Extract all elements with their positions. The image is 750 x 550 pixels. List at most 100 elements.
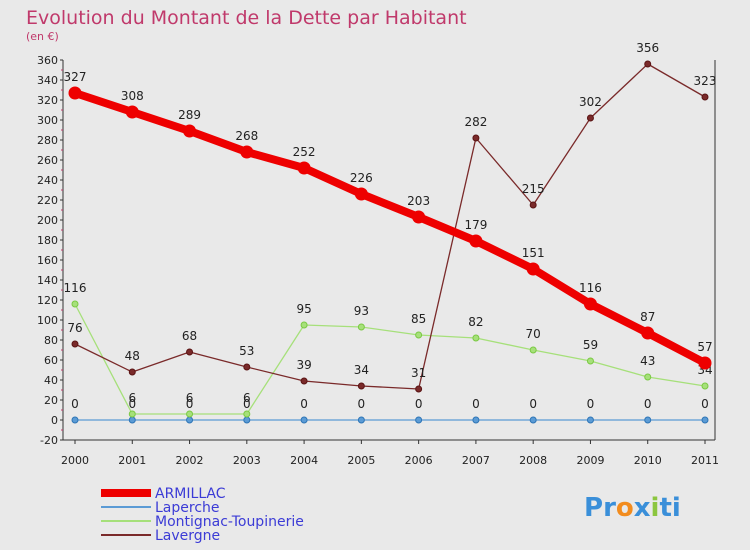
x-tick-label: 2001 xyxy=(118,454,146,467)
y-tick-label: 100 xyxy=(37,314,58,327)
series-layer: 0 0 0 0 0 0 0 0 0 0 0 0 116 6 6 6 95 93 85 82 70 59 43 34 76 48 68… xyxy=(64,41,717,424)
data-point xyxy=(698,356,712,370)
series-montignac-toupinerie: 116 6 6 6 95 93 85 82 70 59 43 34 xyxy=(64,281,713,418)
data-point xyxy=(357,416,365,424)
data-point xyxy=(243,416,251,424)
data-label: 34 xyxy=(354,363,369,377)
series-lavergne: 76 48 68 53 39 34 31 282 215 302 356 323 xyxy=(67,41,717,393)
data-label: 0 xyxy=(128,397,136,411)
x-tick-label: 2003 xyxy=(233,454,261,467)
data-label: 0 xyxy=(358,397,366,411)
y-tick-label: 240 xyxy=(37,174,58,187)
y-tick-label: 220 xyxy=(37,194,58,207)
x-tick-label: 2004 xyxy=(290,454,318,467)
y-tick-label: 140 xyxy=(37,274,58,287)
data-point xyxy=(644,60,652,68)
data-label: 179 xyxy=(464,218,487,232)
data-point xyxy=(354,187,368,201)
logo-letter: i xyxy=(651,493,660,523)
y-tick-label: 340 xyxy=(37,74,58,87)
data-label: 53 xyxy=(239,344,254,358)
data-label: 87 xyxy=(640,310,655,324)
x-tick-label: 2009 xyxy=(576,454,604,467)
logo-letter: t xyxy=(659,493,671,523)
legend-label: Laperche xyxy=(155,500,220,516)
legend-label: ARMILLAC xyxy=(155,486,226,502)
legend-label: Montignac-Toupinerie xyxy=(155,514,304,530)
data-label: 48 xyxy=(125,349,140,363)
y-tick-label: 200 xyxy=(37,214,58,227)
data-label: 70 xyxy=(526,327,541,341)
data-point xyxy=(243,363,251,371)
data-point xyxy=(586,114,594,122)
data-label: 57 xyxy=(697,340,712,354)
y-tick-label: 260 xyxy=(37,154,58,167)
data-label: 302 xyxy=(579,95,602,109)
data-label: 0 xyxy=(644,397,652,411)
data-label: 39 xyxy=(296,358,311,372)
y-tick-label: 180 xyxy=(37,234,58,247)
data-label: 6 xyxy=(243,391,251,405)
data-point xyxy=(701,416,709,424)
data-label: 289 xyxy=(178,108,201,122)
data-label: 43 xyxy=(640,354,655,368)
data-label: 203 xyxy=(407,194,430,208)
legend: ARMILLACLapercheMontignac-ToupinerieLave… xyxy=(101,486,304,544)
data-label: 0 xyxy=(701,397,709,411)
data-label: 0 xyxy=(71,397,79,411)
data-point xyxy=(472,416,480,424)
series-armillac: 327 308 289 268 252 226 203 179 151 116 87 57 xyxy=(64,70,713,370)
data-label: 6 xyxy=(128,391,136,405)
data-label: 68 xyxy=(182,329,197,343)
data-label: 0 xyxy=(186,397,194,411)
data-label: 116 xyxy=(579,281,602,295)
data-point xyxy=(529,201,537,209)
series-line xyxy=(74,303,706,415)
data-point xyxy=(186,416,194,424)
data-label: 268 xyxy=(235,129,258,143)
data-label: 0 xyxy=(529,397,537,411)
y-tick-label: 60 xyxy=(44,354,58,367)
y-tick-label: 0 xyxy=(51,414,58,427)
data-point xyxy=(644,373,652,381)
proxiti-logo: Proxiti xyxy=(584,493,681,523)
data-point xyxy=(472,334,480,342)
y-tick-label: 360 xyxy=(37,54,58,67)
data-label: 76 xyxy=(67,321,82,335)
x-tick-label: 2010 xyxy=(634,454,662,467)
data-label: 327 xyxy=(64,70,87,84)
x-tick-label: 2006 xyxy=(405,454,433,467)
data-label: 0 xyxy=(472,397,480,411)
data-label: 252 xyxy=(293,145,316,159)
series-line xyxy=(73,89,707,367)
chart-subtitle: (en €) xyxy=(26,30,59,43)
data-point xyxy=(641,326,655,340)
x-tick-label: 2008 xyxy=(519,454,547,467)
x-tick-label: 2002 xyxy=(176,454,204,467)
data-label: 116 xyxy=(64,281,87,295)
data-point xyxy=(415,331,423,339)
data-point xyxy=(297,161,311,175)
data-point xyxy=(240,145,254,159)
x-tick-label: 2005 xyxy=(347,454,375,467)
logo-letter: P xyxy=(584,493,603,523)
data-point xyxy=(357,323,365,331)
data-label: 323 xyxy=(694,74,717,88)
data-point xyxy=(526,262,540,276)
data-point xyxy=(243,410,251,418)
series-laperche: 0 0 0 0 0 0 0 0 0 0 0 0 xyxy=(71,397,709,424)
data-point xyxy=(300,321,308,329)
data-label: 6 xyxy=(186,391,194,405)
data-point xyxy=(71,300,79,308)
data-point xyxy=(701,93,709,101)
data-point xyxy=(183,124,197,138)
chart-title: Evolution du Montant de la Dette par Hab… xyxy=(26,7,467,29)
y-tick-label: 120 xyxy=(37,294,58,307)
data-label: 226 xyxy=(350,171,373,185)
data-point xyxy=(469,234,483,248)
x-tick-label: 2000 xyxy=(61,454,89,467)
data-point xyxy=(128,368,136,376)
data-point xyxy=(586,416,594,424)
y-tick-label: 280 xyxy=(37,134,58,147)
